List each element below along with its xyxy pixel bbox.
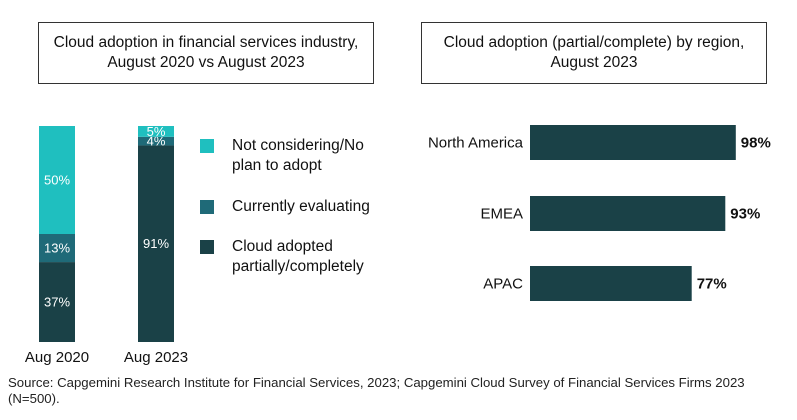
- region-bar-1: [530, 196, 726, 231]
- stacked-bar-evaluating-1: [138, 136, 174, 146]
- legend-label-evaluating: Currently evaluating: [232, 198, 370, 215]
- stacked-bar-evaluating-0: [39, 234, 75, 263]
- left-chart-title-text: Cloud adoption in financial services ind…: [53, 34, 359, 71]
- right-chart-title: Cloud adoption (partial/complete) by reg…: [421, 22, 767, 84]
- stacked-bar-adopted-1: [138, 145, 174, 342]
- stacked-bar-label-adopted-1: 91%: [143, 236, 169, 251]
- region-value-label-1: 93%: [730, 206, 760, 223]
- region-label-2: APAC: [483, 276, 523, 293]
- x-tick-label-0: Aug 2020: [25, 349, 89, 366]
- region-value-label-2: 77%: [697, 276, 727, 293]
- region-value-label-0: 98%: [741, 135, 771, 152]
- region-label-0: North America: [428, 135, 524, 152]
- left-chart-title: Cloud adoption in financial services ind…: [38, 22, 374, 84]
- stacked-bar-not_considering-0: [39, 126, 75, 234]
- legend-label-not-considering: Not considering/No plan to adopt: [232, 137, 364, 174]
- legend-item-evaluating: Currently evaluating: [200, 197, 392, 217]
- stacked-bar-not_considering-1: [138, 126, 174, 137]
- stacked-bar-label-not_considering-1: 5%: [147, 124, 166, 139]
- legend-swatch-adopted: [200, 240, 214, 254]
- legend-item-not-considering: Not considering/No plan to adopt: [200, 136, 392, 176]
- stacked-bar-label-adopted-0: 37%: [44, 295, 70, 310]
- legend-label-adopted: Cloud adopted partially/completely: [232, 238, 364, 275]
- region-bar-0: [530, 125, 736, 160]
- right-chart-title-text: Cloud adoption (partial/complete) by reg…: [443, 34, 745, 71]
- stacked-bar-label-not_considering-0: 50%: [44, 173, 70, 188]
- stacked-bar-adopted-0: [39, 262, 75, 342]
- stacked-bar-label-evaluating-1: 4%: [147, 134, 166, 149]
- legend-swatch-not-considering: [200, 139, 214, 153]
- legend-item-adopted: Cloud adopted partially/completely: [200, 237, 392, 277]
- x-tick-label-1: Aug 2023: [124, 349, 188, 366]
- stacked-bar-label-evaluating-0: 13%: [44, 241, 70, 256]
- region-bar-2: [530, 266, 692, 301]
- region-label-1: EMEA: [480, 206, 523, 223]
- legend-swatch-evaluating: [200, 200, 214, 214]
- source-note: Source: Capgemini Research Institute for…: [8, 375, 745, 406]
